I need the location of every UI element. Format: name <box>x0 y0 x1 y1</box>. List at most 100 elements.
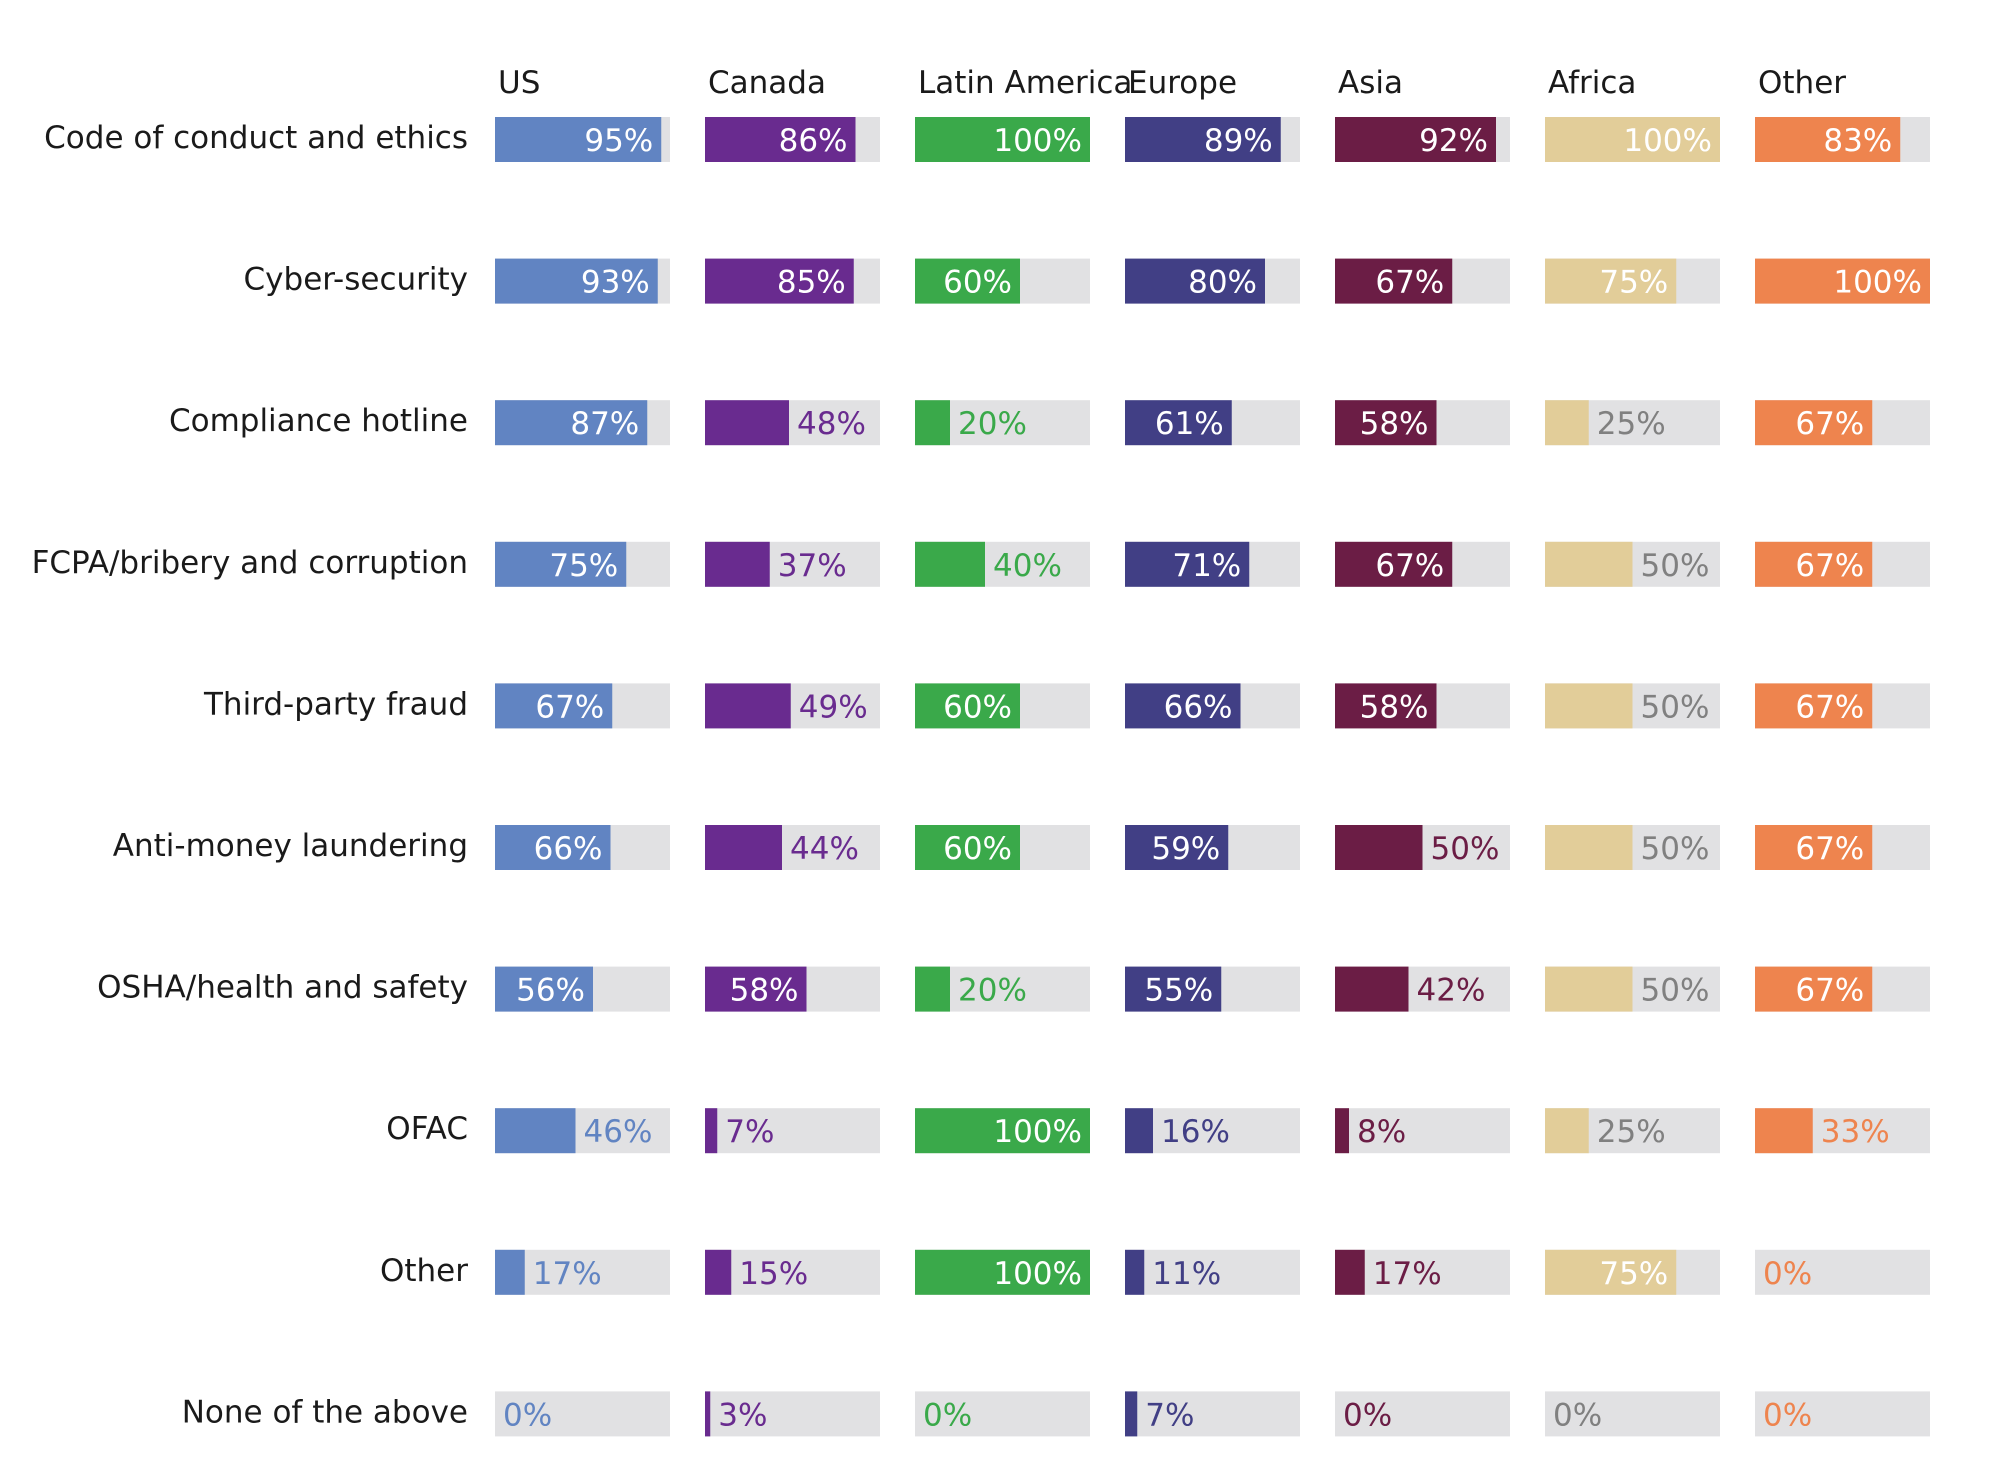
bar-cell: 20% <box>915 966 1090 1012</box>
bar-track <box>1125 1249 1300 1295</box>
value-label: 0% <box>1553 1397 1602 1433</box>
value-label: 25% <box>1597 1114 1666 1150</box>
value-label: 67% <box>1375 265 1444 301</box>
value-label: 50% <box>1641 689 1710 725</box>
value-label: 7% <box>725 1114 774 1150</box>
value-label: 56% <box>516 973 585 1009</box>
category-label: Cyber-security <box>244 262 468 298</box>
bar <box>1125 117 1281 162</box>
value-label: 60% <box>943 831 1012 867</box>
bar-cell: 59% <box>1125 825 1300 870</box>
bar-grid: 95% 86% 100% 89% 92% 100% 83% 93% 85% 60% 80% 67% 75… <box>495 117 1930 1437</box>
value-label: 95% <box>584 123 653 159</box>
bar-cell: 75% <box>1545 258 1720 304</box>
bar-track <box>1755 1249 1930 1295</box>
bar-cell: 20% <box>915 400 1090 446</box>
bar-cell: 48% <box>705 400 880 446</box>
bar-cell: 25% <box>1545 400 1720 446</box>
bar <box>1545 683 1633 729</box>
bar <box>705 966 807 1012</box>
value-label: 60% <box>943 265 1012 301</box>
bar-cell: 40% <box>915 541 1090 587</box>
bar <box>1335 541 1453 587</box>
bar <box>495 258 658 304</box>
bar-cell: 44% <box>705 825 880 870</box>
bar-cell: 0% <box>495 1391 670 1437</box>
bar-cell: 100% <box>915 117 1090 162</box>
value-label: 55% <box>1144 973 1213 1009</box>
bar-track <box>705 1391 880 1437</box>
bar <box>1755 966 1873 1012</box>
bar <box>915 825 1020 870</box>
bar-cell: 8% <box>1335 1108 1510 1154</box>
value-label: 46% <box>584 1114 653 1150</box>
bar-track <box>1545 1391 1720 1437</box>
bar-track <box>705 1249 880 1295</box>
value-label: 100% <box>993 1256 1082 1292</box>
bar <box>1545 258 1677 304</box>
bar-cell: 7% <box>705 1108 880 1154</box>
value-label: 50% <box>1641 548 1710 584</box>
value-label: 7% <box>1145 1397 1194 1433</box>
bar <box>705 117 856 162</box>
bar-cell: 0% <box>1335 1391 1510 1437</box>
bar-cell: 49% <box>705 683 880 729</box>
value-label: 86% <box>779 123 848 159</box>
bar <box>1125 258 1265 304</box>
value-label: 75% <box>1599 1256 1668 1292</box>
bar-cell: 58% <box>1335 683 1510 729</box>
bar <box>705 1108 718 1154</box>
value-label: 50% <box>1641 973 1710 1009</box>
bar-cell: 16% <box>1125 1108 1300 1154</box>
value-label: 50% <box>1641 831 1710 867</box>
bar-cell: 67% <box>1755 966 1930 1012</box>
bar <box>1545 1249 1677 1295</box>
bar-cell: 0% <box>1545 1391 1720 1437</box>
value-label: 20% <box>958 973 1027 1009</box>
bar <box>495 1249 525 1295</box>
bar-cell: 100% <box>1545 117 1720 162</box>
bar-track <box>915 1391 1090 1437</box>
bar-track <box>1125 1391 1300 1437</box>
bar-cell: 92% <box>1335 117 1510 162</box>
bar <box>1125 541 1250 587</box>
bar <box>915 117 1090 162</box>
bar <box>1125 966 1222 1012</box>
bar-cell: 58% <box>705 966 880 1012</box>
bar-track <box>495 1391 670 1437</box>
category-label-column: Code of conduct and ethics Cyber-security… <box>32 120 469 1430</box>
bar <box>1125 683 1241 729</box>
bar <box>1755 117 1901 162</box>
bar <box>1335 258 1453 304</box>
value-label: 44% <box>790 831 859 867</box>
value-label: 0% <box>1763 1397 1812 1433</box>
bar-cell: 89% <box>1125 117 1300 162</box>
bar-cell: 60% <box>915 258 1090 304</box>
bar <box>1335 825 1423 870</box>
value-label: 58% <box>730 973 799 1009</box>
bar-cell: 50% <box>1545 966 1720 1012</box>
bar-cell: 0% <box>915 1391 1090 1437</box>
bar <box>1125 1391 1138 1437</box>
bar-cell: 86% <box>705 117 880 162</box>
value-label: 58% <box>1360 406 1429 442</box>
bar-cell: 46% <box>495 1108 670 1154</box>
bar-cell: 75% <box>1545 1249 1720 1295</box>
bar-cell: 67% <box>1755 825 1930 870</box>
value-label: 17% <box>533 1256 602 1292</box>
category-label: Third-party fraud <box>203 686 468 722</box>
bar <box>915 683 1020 729</box>
bar-cell: 60% <box>915 825 1090 870</box>
value-label: 3% <box>718 1397 767 1433</box>
bar <box>705 825 782 870</box>
bar <box>915 400 950 446</box>
bar <box>1545 825 1633 870</box>
bar <box>915 1249 1090 1295</box>
value-label: 0% <box>1343 1397 1392 1433</box>
region-header-other: Other <box>1758 65 1846 101</box>
category-label: Other <box>380 1253 468 1289</box>
value-label: 33% <box>1821 1114 1890 1150</box>
bar-cell: 66% <box>1125 683 1300 729</box>
